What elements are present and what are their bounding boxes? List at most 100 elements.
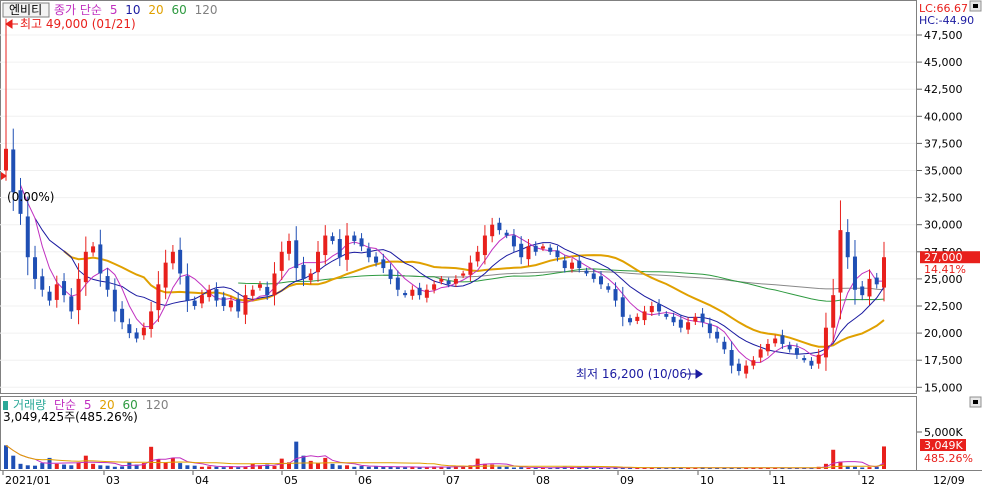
candle-body — [359, 238, 364, 247]
volume-bar — [729, 467, 734, 469]
date-tick-label: 09 — [620, 474, 634, 487]
volume-bar — [4, 445, 8, 469]
volume-ma-20-line — [5, 444, 885, 469]
candle-body — [381, 259, 386, 269]
candle-body — [417, 287, 422, 296]
price-tick-label: 25,000 — [924, 273, 963, 286]
volume-bar — [40, 463, 45, 469]
volume-bar — [214, 466, 219, 469]
price-tick-label: 17,500 — [924, 354, 963, 367]
volume-bar — [11, 455, 16, 469]
volume-bar — [98, 465, 103, 469]
candle-body — [882, 257, 886, 288]
candle-body — [555, 250, 560, 258]
candle-body — [294, 240, 299, 269]
candle-body — [4, 148, 8, 171]
volume-ma-20-label: 20 — [99, 398, 114, 412]
price-panel-frame — [0, 0, 917, 394]
stock-name-box[interactable] — [2, 2, 50, 18]
candle-body — [91, 246, 96, 253]
candle-body — [33, 257, 38, 279]
candle-body — [729, 350, 734, 366]
date-tick-label: 07 — [446, 474, 460, 487]
volume-bar — [395, 467, 400, 469]
candle-body — [591, 273, 596, 279]
volume-bar — [294, 441, 299, 469]
volume-bar — [642, 467, 647, 469]
low-annotation: 최저 16,200 (10/06) — [576, 367, 692, 381]
candle-body — [308, 273, 313, 281]
volume-bar — [410, 466, 415, 469]
stock-name[interactable]: 엔비티 — [9, 3, 42, 17]
volume-axis-label: 5,000K — [924, 426, 963, 439]
candle-body — [758, 349, 763, 358]
candle-body — [540, 246, 545, 249]
candle-body — [395, 277, 400, 290]
volume-bar — [120, 466, 125, 469]
volume-bar — [359, 466, 364, 469]
candle-body — [207, 289, 212, 298]
candle-body — [599, 276, 604, 285]
candle-body — [98, 244, 103, 274]
ma-5-line — [20, 184, 884, 363]
volume-bar — [780, 467, 785, 469]
candle-body — [490, 224, 495, 237]
candle-body — [744, 365, 749, 374]
candle-body — [533, 245, 538, 252]
candle-body — [787, 345, 792, 350]
volume-bar — [323, 457, 328, 469]
candle-body — [127, 324, 132, 334]
volume-bar — [533, 467, 538, 469]
ma-5-label: 5 — [110, 3, 118, 17]
candle-body — [149, 311, 154, 329]
volume-bar — [62, 464, 67, 469]
candle-body — [511, 235, 516, 247]
candle-body — [635, 316, 640, 321]
candle-body — [439, 278, 444, 282]
volume-bar — [381, 466, 386, 469]
volume-bar — [620, 467, 625, 469]
volume-bar — [765, 467, 770, 469]
candle-body — [54, 284, 59, 300]
moving-average-lines — [20, 184, 885, 363]
candle-body — [120, 308, 125, 323]
volume-bar — [751, 467, 756, 469]
candle-body — [279, 251, 284, 271]
volume-bar — [91, 463, 96, 469]
volume-bar — [707, 467, 712, 469]
volume-bar — [403, 467, 408, 469]
ref-pct: (0.00%) — [7, 190, 54, 204]
candle-body — [345, 235, 350, 260]
candle-body — [519, 243, 524, 258]
volume-bar — [773, 467, 778, 469]
ref-arrow-icon — [1, 172, 7, 180]
volume-bar — [497, 466, 502, 469]
volume-bar — [475, 458, 480, 469]
volume-bar — [272, 466, 277, 469]
volume-bar — [141, 463, 146, 469]
candle-body — [678, 319, 683, 328]
candle-body — [809, 360, 814, 366]
volume-bar — [860, 467, 865, 469]
volume-bar — [882, 446, 886, 469]
volume-legend: 거래량 단순 5 20 60 120 — [13, 398, 168, 412]
ma-legend: 종가 단순 5 10 20 60 120 — [54, 3, 218, 17]
candle-body — [504, 232, 509, 236]
candle-body — [823, 327, 828, 358]
candle-body — [620, 297, 625, 317]
candle-body — [700, 313, 705, 323]
candle-body — [845, 232, 850, 258]
volume-bar — [337, 465, 342, 469]
volume-bar — [316, 463, 321, 469]
candle-body — [330, 236, 335, 241]
volume-bar — [628, 467, 633, 469]
price-tick-label: 45,000 — [924, 56, 963, 69]
volume-bar — [178, 463, 183, 469]
candle-body — [526, 246, 531, 260]
volume-bar — [599, 467, 604, 469]
volume-bar — [199, 466, 204, 469]
volume-bar — [504, 466, 509, 469]
candle-body — [25, 216, 30, 258]
volume-bar — [112, 466, 117, 469]
volume-bar — [424, 467, 429, 469]
